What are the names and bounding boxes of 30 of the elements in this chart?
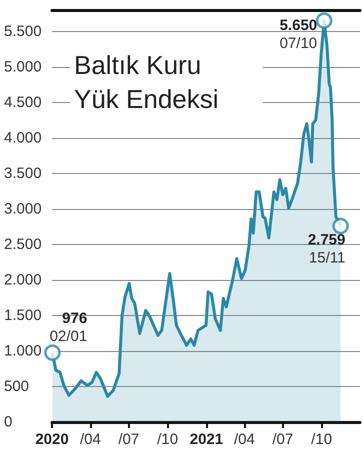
x-tick-label: 2021 — [190, 431, 224, 448]
y-tick-label: 5.500 — [4, 22, 42, 40]
point — [316, 12, 332, 29]
annotation: 2.759 — [308, 232, 346, 249]
y-tick-label: 4.000 — [4, 129, 42, 146]
x-tick-label: /04 — [80, 431, 101, 448]
x-tick-label: /10 — [311, 431, 332, 448]
x-tick-label: /10 — [157, 431, 178, 448]
x-tick-label: /04 — [234, 431, 255, 448]
annotation: 02/01 — [50, 328, 88, 346]
annotation: 15/11 — [308, 250, 346, 267]
y-tick-label: 0 — [4, 414, 12, 430]
x-tick-label: 2020 — [35, 431, 69, 448]
y-tick-label: 2.500 — [4, 236, 42, 253]
annotation: 976 — [62, 310, 88, 328]
y-tick-label: 4.500 — [4, 94, 42, 111]
annotation: 07/10 — [280, 35, 318, 52]
point — [332, 218, 349, 234]
y-tick-label: 1.000 — [4, 342, 42, 360]
y-tick-label: 3.000 — [4, 200, 42, 218]
text: Baltık Kuru Yük Endeksi — [74, 50, 219, 114]
y-tick-label: 500 — [4, 378, 30, 395]
annotation: 5.650 — [280, 17, 318, 34]
x-tick-label: /07 — [118, 431, 140, 448]
y-tick-label: 2.000 — [4, 271, 42, 288]
y-tick-label: 1.500 — [4, 306, 42, 324]
y-tick-label: 5.000 — [4, 58, 42, 76]
y-tick-label: 3.500 — [4, 164, 42, 182]
x-tick-label: /07 — [272, 431, 294, 448]
point — [44, 344, 61, 361]
